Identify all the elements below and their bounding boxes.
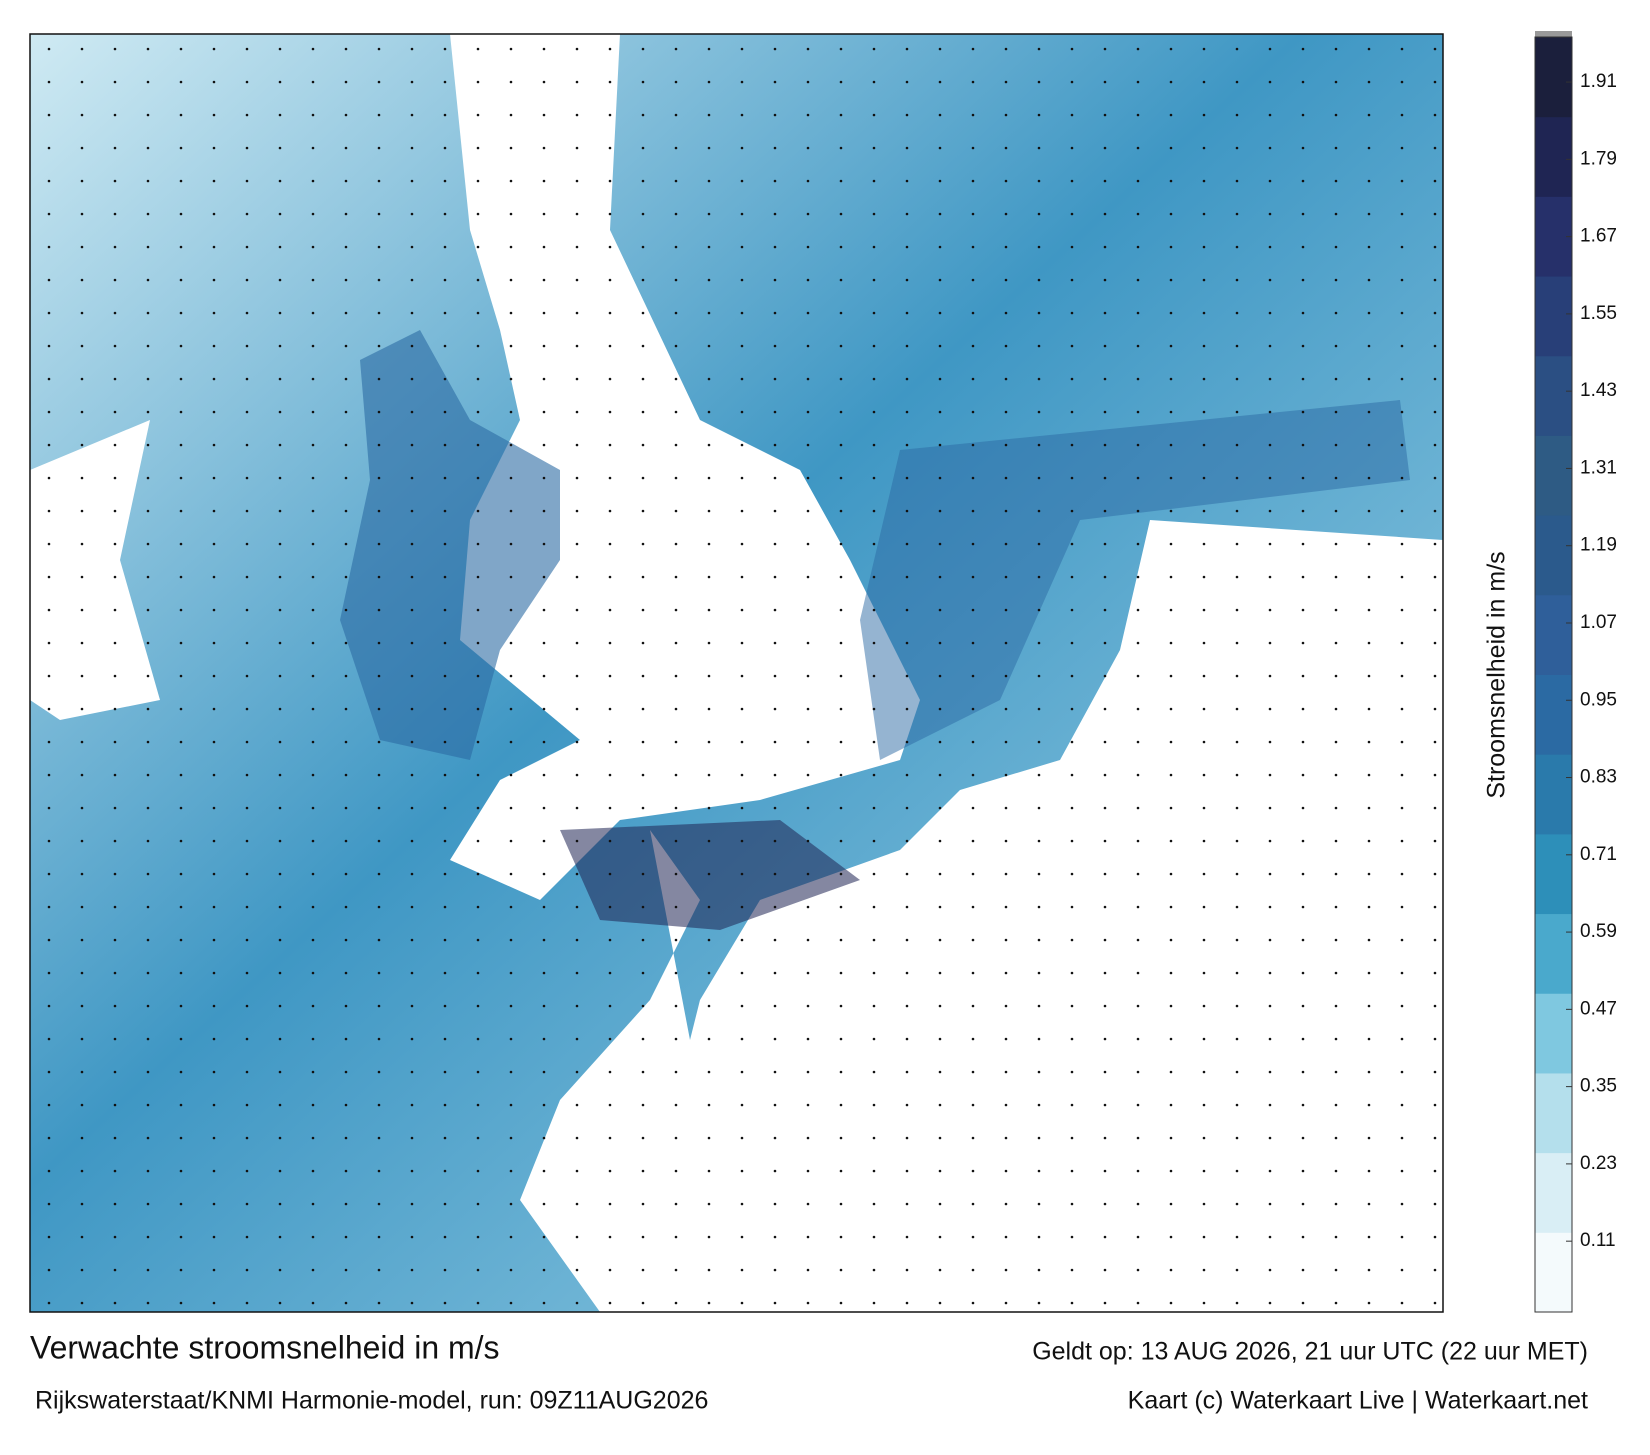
tick-label: 0.95 [1580,689,1617,710]
color-band [1535,993,1572,1074]
tick-label: 0.23 [1580,1153,1617,1174]
map-frame [29,33,1444,1313]
color-band [1535,1152,1572,1233]
tick-label: 1.31 [1580,457,1617,478]
color-band [1535,276,1572,357]
colorbar-cap [1535,31,1572,37]
color-band [1535,754,1572,835]
color-band [1535,435,1572,516]
color-band [1535,674,1572,755]
colorbar: 0.11 0.23 0.35 0.47 0.59 0.71 0.83 0.95 1.07 1.19… [1534,31,1617,1313]
vector-grid [30,34,1443,1312]
color-band [1535,515,1572,596]
color-band [1535,116,1572,197]
credit: Kaart (c) Waterkaart Live | Waterkaart.n… [1128,1387,1588,1415]
tick-label: 0.47 [1580,998,1617,1019]
color-band [1535,37,1572,118]
valid-time: Geldt op: 13 AUG 2026, 21 uur UTC (22 uu… [1032,1338,1588,1366]
color-band [1535,594,1572,675]
model-info: Rijkswaterstaat/KNMI Harmonie-model, run… [35,1387,708,1415]
tick-label: 1.55 [1580,303,1617,324]
tick-label: 1.91 [1580,71,1617,92]
color-band [1535,913,1572,994]
color-band [1535,1072,1572,1154]
colorbar-frame [1534,36,1573,1313]
color-band [1535,196,1572,277]
color-band [1535,1232,1572,1313]
tick-label: 0.59 [1580,921,1617,942]
color-band [1535,355,1572,436]
colorbar-label: Stroomsnelheid in m/s [1483,551,1511,798]
tick-label: 1.67 [1580,226,1617,247]
tick-label: 1.19 [1580,535,1617,556]
tick-label: 0.71 [1580,844,1617,865]
title: Verwachte stroomsnelheid in m/s [30,1329,500,1365]
tick-label: 0.83 [1580,767,1617,788]
tick-label: 1.43 [1580,380,1617,401]
tick-label: 1.79 [1580,148,1617,169]
color-band [1535,833,1572,915]
tick-label: 0.11 [1580,1230,1616,1251]
tick-label: 0.35 [1580,1076,1617,1097]
tick-label: 1.07 [1580,612,1617,633]
map [29,33,1444,1313]
